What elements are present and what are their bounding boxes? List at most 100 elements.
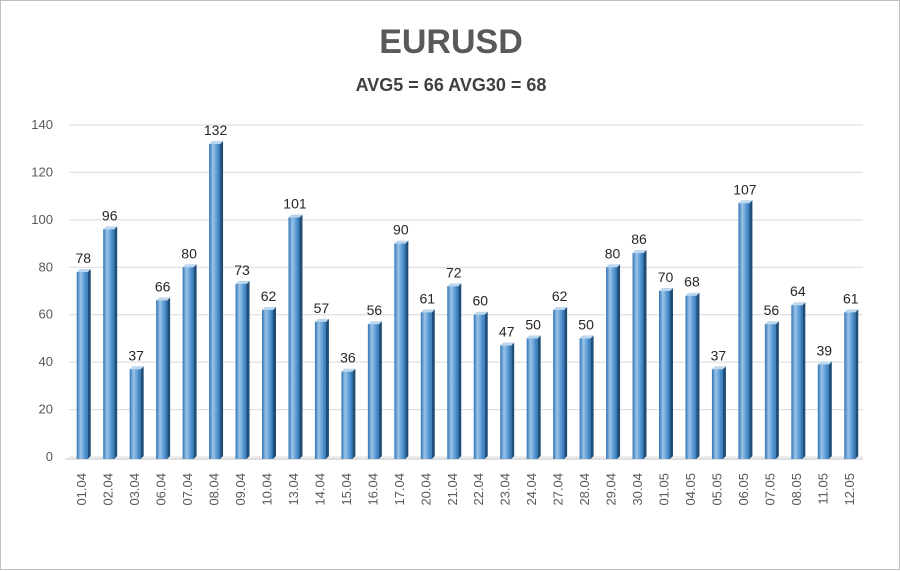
data-label: 60 — [472, 293, 488, 309]
bar-side — [643, 250, 647, 459]
bar-side — [273, 306, 276, 459]
bar-top — [473, 311, 488, 315]
x-tick-label: 09.04 — [233, 473, 248, 506]
x-tick-label: 16.04 — [365, 473, 380, 506]
x-tick-label: 23.04 — [498, 473, 513, 506]
bar-face — [129, 369, 141, 459]
bar-face — [606, 267, 618, 459]
bar-face — [500, 345, 512, 459]
bar-face — [156, 300, 168, 459]
bar-top — [262, 306, 276, 310]
x-tick-label: 20.04 — [418, 473, 433, 506]
bar-face — [394, 243, 406, 459]
bar — [738, 200, 753, 459]
data-label: 70 — [658, 269, 674, 285]
bar — [791, 302, 806, 459]
bar-top — [764, 321, 779, 325]
bar-top — [156, 297, 171, 301]
bar-top — [235, 280, 250, 284]
x-tick-label: 29.04 — [604, 473, 619, 506]
data-label: 72 — [446, 264, 462, 280]
bar-side — [114, 226, 118, 459]
bar-top — [500, 342, 515, 346]
bar — [262, 306, 276, 459]
bar-side — [378, 321, 382, 459]
bar — [76, 269, 91, 459]
data-label: 36 — [340, 350, 356, 366]
data-label: 80 — [605, 245, 621, 261]
bar — [500, 342, 515, 459]
data-label: 37 — [128, 347, 144, 363]
bar-face — [579, 338, 591, 459]
bar-top — [579, 335, 594, 339]
bar — [420, 309, 435, 459]
bar — [314, 318, 329, 459]
bar-side — [775, 321, 779, 459]
bar-side — [87, 269, 91, 459]
bar-top — [367, 321, 382, 325]
bar — [288, 214, 303, 459]
y-tick-label: 140 — [31, 117, 53, 132]
y-tick-label: 40 — [39, 354, 53, 369]
x-tick-label: 17.04 — [392, 473, 407, 506]
x-tick-label: 04.05 — [683, 473, 698, 506]
bar — [447, 283, 462, 459]
bar-top — [553, 306, 568, 310]
bar-face — [235, 283, 247, 459]
bar-face — [420, 312, 432, 459]
bar — [367, 321, 382, 459]
bar-face — [764, 324, 776, 459]
data-label: 37 — [711, 347, 727, 363]
bar-top — [738, 200, 753, 204]
bar-face — [209, 143, 221, 459]
bar — [526, 335, 541, 459]
data-label: 61 — [420, 290, 436, 306]
chart-title: EURUSD — [379, 23, 523, 61]
bar-side — [722, 366, 726, 459]
x-tick-label: 30.04 — [630, 473, 645, 506]
bar-side — [431, 309, 435, 459]
data-label: 80 — [181, 245, 197, 261]
bar — [844, 309, 859, 459]
x-tick-label: 11.05 — [815, 473, 830, 505]
x-tick-label: 06.05 — [736, 473, 751, 506]
data-label: 101 — [283, 195, 307, 211]
data-label: 56 — [367, 302, 383, 318]
bar-top — [182, 264, 197, 268]
bar-top — [314, 318, 329, 322]
x-tick-label: 27.04 — [551, 473, 566, 506]
bar-top — [209, 140, 224, 144]
x-tick-label: 08.05 — [789, 473, 804, 506]
bar-face — [367, 324, 379, 459]
bar-side — [167, 297, 171, 459]
data-label: 39 — [817, 343, 833, 359]
bar-side — [564, 306, 568, 459]
bar-top — [420, 309, 435, 313]
bar-top — [711, 366, 726, 370]
bar-face — [262, 309, 273, 459]
x-tick-label: 15.04 — [339, 473, 354, 506]
bar-face — [553, 309, 565, 459]
data-label: 64 — [790, 283, 806, 299]
bar — [659, 288, 673, 459]
x-tick-label: 24.04 — [524, 473, 539, 506]
bar-face — [711, 369, 723, 459]
bar — [341, 368, 356, 459]
bar-side — [590, 335, 594, 459]
bar-face — [341, 371, 353, 459]
x-tick-label: 06.04 — [154, 473, 169, 506]
bar-face — [791, 305, 803, 459]
bar-top — [129, 366, 144, 370]
bar-side — [749, 200, 753, 459]
bar — [209, 140, 224, 459]
data-label: 61 — [843, 290, 859, 306]
bar-face — [447, 286, 459, 459]
x-tick-label: 28.04 — [577, 473, 592, 506]
data-label: 57 — [314, 300, 330, 316]
bar-side — [484, 311, 488, 459]
data-label: 73 — [234, 262, 250, 278]
bar — [129, 366, 144, 459]
bar — [579, 335, 594, 459]
bar-top — [341, 368, 356, 372]
